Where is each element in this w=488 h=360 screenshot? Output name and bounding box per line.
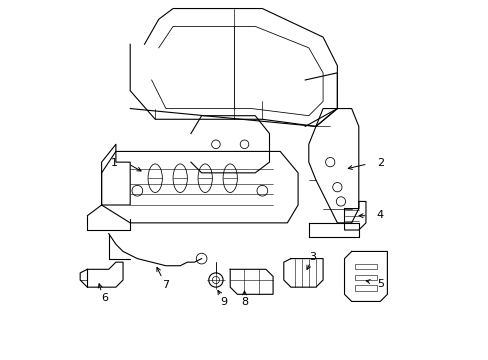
Circle shape	[325, 157, 334, 167]
Bar	[354, 275, 376, 280]
Text: 7: 7	[162, 280, 168, 291]
Circle shape	[257, 185, 267, 196]
Circle shape	[212, 276, 219, 284]
Circle shape	[336, 197, 345, 206]
Ellipse shape	[148, 164, 162, 193]
Circle shape	[208, 273, 223, 287]
Circle shape	[196, 253, 206, 264]
Bar	[354, 264, 376, 269]
Text: 5: 5	[376, 279, 383, 289]
Circle shape	[211, 140, 220, 149]
Text: 8: 8	[241, 297, 247, 307]
Bar	[354, 285, 376, 291]
Text: 2: 2	[376, 158, 383, 168]
Ellipse shape	[198, 164, 212, 193]
Text: 3: 3	[308, 252, 315, 262]
Circle shape	[240, 140, 248, 149]
Text: 9: 9	[220, 297, 227, 307]
Text: 1: 1	[110, 158, 118, 168]
Circle shape	[132, 185, 142, 196]
Circle shape	[332, 183, 341, 192]
Ellipse shape	[173, 164, 187, 193]
Ellipse shape	[223, 164, 237, 193]
Text: 6: 6	[101, 293, 108, 303]
Text: 4: 4	[375, 210, 382, 220]
